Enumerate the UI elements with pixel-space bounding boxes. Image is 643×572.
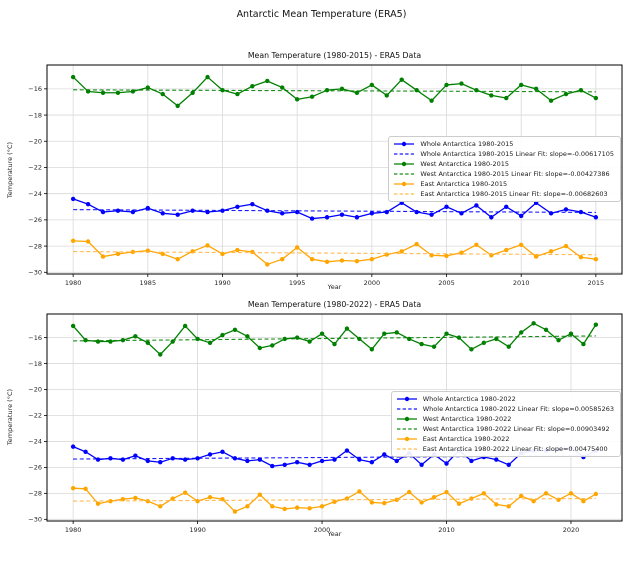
x-tick-label: 2005 [438,279,455,287]
subplot1-xaxis-label: Year [327,283,342,291]
west-antarctica-1980-2022-markers [70,321,599,357]
whole-antarctica-1980-2015-markers [70,196,599,221]
y-tick-label: −24 [28,438,42,446]
y-tick-label: −26 [28,464,42,472]
legend-entry-west-antarctica-1980-2015-linear-fit-slope-0-00427386: West Antarctica 1980-2015 Linear Fit: sl… [393,169,614,179]
subplot2-title: Mean Temperature (1980-2022) - ERA5 Data [247,300,422,309]
y-tick-label: −20 [28,386,42,394]
legend-entry-west-antarctica-1980-2022: West Antarctica 1980-2022 [396,414,614,424]
x-tick-label: 2000 [364,279,381,287]
dashed-line-sample-icon [394,153,415,155]
x-tick-label: 1980 [65,279,82,287]
legend-label: East Antarctica 1980-2022 [422,435,510,443]
legend-entry-whole-antarctica-1980-2015-linear-fit-slope-0-00617105: Whole Antarctica 1980-2015 Linear Fit: s… [393,149,614,159]
line-marker-sample-icon [396,416,417,422]
subplot1-yaxis-label: Temperature (°C) [6,141,14,199]
y-tick-label: −16 [28,334,42,342]
legend-entry-west-antarctica-1980-2015: West Antarctica 1980-2015 [393,159,614,169]
whole-antarctica-1980-2015-linear-fit-slope-0-00617105 [73,209,596,214]
legend-entry-whole-antarctica-1980-2015: Whole Antarctica 1980-2015 [393,139,614,149]
x-tick-label: 1990 [214,279,231,287]
x-tick-label: 2010 [513,279,530,287]
legend-label: Whole Antarctica 1980-2022 [422,395,516,403]
x-tick-label: 2015 [588,279,605,287]
line-marker-sample-icon [394,141,415,147]
dashed-line-sample-icon [394,193,415,195]
legend-entry-whole-antarctica-1980-2022: Whole Antarctica 1980-2022 [396,394,614,404]
x-tick-label: 1990 [189,526,206,534]
y-tick-label: −18 [28,111,42,119]
legend-entry-east-antarctica-1980-2015: East Antarctica 1980-2015 [393,179,614,189]
legend-label: Whole Antarctica 1980-2015 [420,140,514,148]
subplot1-legend: Whole Antarctica 1980-2015 Whole Antarcti… [388,136,621,202]
x-tick-label: 1980 [65,526,82,534]
west-antarctica-1980-2015-linear-fit-slope-0-00427386 [73,89,596,93]
legend-entry-east-antarctica-1980-2015-linear-fit-slope-0-00682603: East Antarctica 1980-2015 Linear Fit: sl… [393,189,614,199]
legend-label: West Antarctica 1980-2022 Linear Fit: sl… [422,425,610,433]
legend-entry-east-antarctica-1980-2022: East Antarctica 1980-2022 [396,434,614,444]
west-antarctica-1980-2022-linear-fit-slope-0-00903492 [73,335,596,342]
east-antarctica-1980-2015-markers [70,238,599,267]
east-antarctica-1980-2022-linear-fit-slope-0-00475400 [73,497,596,502]
x-tick-label: 1985 [140,279,157,287]
dashed-line-sample-icon [394,173,415,175]
y-tick-label: −30 [28,516,42,524]
line-marker-sample-icon [396,396,417,402]
y-tick-label: −22 [28,412,42,420]
y-tick-label: −28 [28,242,42,250]
legend-label: East Antarctica 1980-2015 [420,180,508,188]
subplot2-yaxis-label: Temperature (°C) [6,388,14,446]
legend-label: East Antarctica 1980-2015 Linear Fit: sl… [420,190,608,198]
line-marker-sample-icon [394,181,415,187]
legend-label: East Antarctica 1980-2022 Linear Fit: sl… [422,445,608,453]
dashed-line-sample-icon [396,448,417,450]
dashed-line-sample-icon [396,408,417,410]
x-tick-label: 2000 [314,526,331,534]
y-tick-label: −24 [28,190,42,198]
line-marker-sample-icon [396,436,417,442]
east-antarctica-1980-2022-markers [70,485,599,514]
east-antarctica-1980-2015-line [73,240,596,266]
subplot2-xaxis-label: Year [327,530,342,538]
legend-label: West Antarctica 1980-2022 [422,415,512,423]
legend-label: West Antarctica 1980-2015 [420,160,510,168]
x-tick-label: 2020 [563,526,580,534]
west-antarctica-1980-2015-line [72,76,597,107]
y-tick-label: −20 [28,137,42,145]
y-tick-label: −16 [28,85,42,93]
y-tick-label: −28 [28,490,42,498]
subplot2-legend: Whole Antarctica 1980-2022 Whole Antarcti… [390,391,621,457]
y-tick-label: −30 [28,268,42,276]
x-tick-label: 1995 [289,279,306,287]
legend-label: West Antarctica 1980-2015 Linear Fit: sl… [420,170,610,178]
legend-entry-whole-antarctica-1980-2022-linear-fit-slope-0-00585263: Whole Antarctica 1980-2022 Linear Fit: s… [396,404,614,414]
line-marker-sample-icon [394,161,415,167]
subplot1-title: Mean Temperature (1980-2015) - ERA5 Data [247,51,422,60]
legend-label: Whole Antarctica 1980-2015 Linear Fit: s… [420,150,614,158]
figure-title: Antarctic Mean Temperature (ERA5) [236,9,407,20]
east-antarctica-1980-2015-linear-fit-slope-0-00682603 [73,251,596,256]
legend-entry-east-antarctica-1980-2022-linear-fit-slope-0-00475400: East Antarctica 1980-2022 Linear Fit: sl… [396,444,614,454]
whole-antarctica-1980-2015-line [72,198,597,220]
y-tick-label: −26 [28,216,42,224]
legend-label: Whole Antarctica 1980-2022 Linear Fit: s… [422,405,614,413]
y-tick-label: −22 [28,164,42,172]
legend-entry-west-antarctica-1980-2022-linear-fit-slope-0-00903492: West Antarctica 1980-2022 Linear Fit: sl… [396,424,614,434]
y-tick-label: −18 [28,360,42,368]
x-tick-label: 2010 [438,526,455,534]
axes-frame [46,64,623,275]
axes-frame [46,313,623,522]
dashed-line-sample-icon [396,428,417,430]
